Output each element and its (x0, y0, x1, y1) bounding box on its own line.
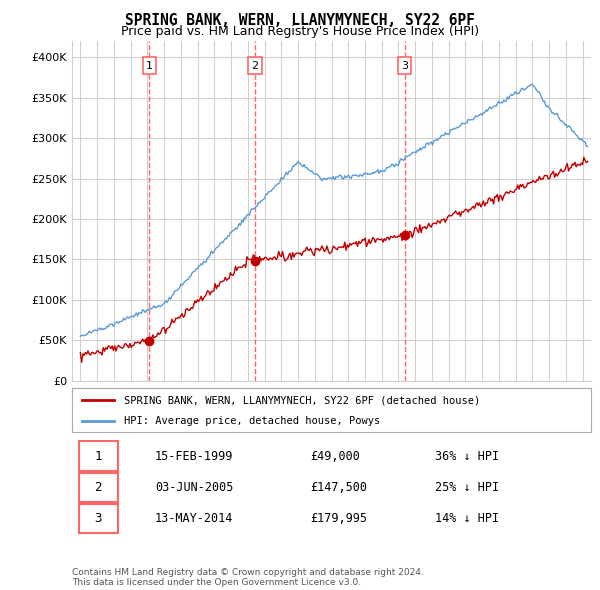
Text: £147,500: £147,500 (311, 481, 368, 494)
Text: 36% ↓ HPI: 36% ↓ HPI (435, 450, 499, 463)
Text: 1: 1 (94, 450, 102, 463)
Text: Price paid vs. HM Land Registry's House Price Index (HPI): Price paid vs. HM Land Registry's House … (121, 25, 479, 38)
Text: 1: 1 (146, 61, 153, 71)
Text: £179,995: £179,995 (311, 512, 368, 525)
Text: 14% ↓ HPI: 14% ↓ HPI (435, 512, 499, 525)
Text: 13-MAY-2014: 13-MAY-2014 (155, 512, 233, 525)
Text: HPI: Average price, detached house, Powys: HPI: Average price, detached house, Powy… (124, 416, 380, 426)
Text: £49,000: £49,000 (311, 450, 361, 463)
Text: 15-FEB-1999: 15-FEB-1999 (155, 450, 233, 463)
Text: 3: 3 (401, 61, 408, 71)
Text: SPRING BANK, WERN, LLANYMYNECH, SY22 6PF: SPRING BANK, WERN, LLANYMYNECH, SY22 6PF (125, 13, 475, 28)
FancyBboxPatch shape (79, 473, 118, 502)
Text: 2: 2 (251, 61, 259, 71)
Text: 3: 3 (94, 512, 102, 525)
Text: 2: 2 (94, 481, 102, 494)
FancyBboxPatch shape (79, 504, 118, 533)
Text: 25% ↓ HPI: 25% ↓ HPI (435, 481, 499, 494)
FancyBboxPatch shape (79, 441, 118, 471)
Text: Contains HM Land Registry data © Crown copyright and database right 2024.
This d: Contains HM Land Registry data © Crown c… (72, 568, 424, 587)
Text: 03-JUN-2005: 03-JUN-2005 (155, 481, 233, 494)
Text: SPRING BANK, WERN, LLANYMYNECH, SY22 6PF (detached house): SPRING BANK, WERN, LLANYMYNECH, SY22 6PF… (124, 395, 480, 405)
